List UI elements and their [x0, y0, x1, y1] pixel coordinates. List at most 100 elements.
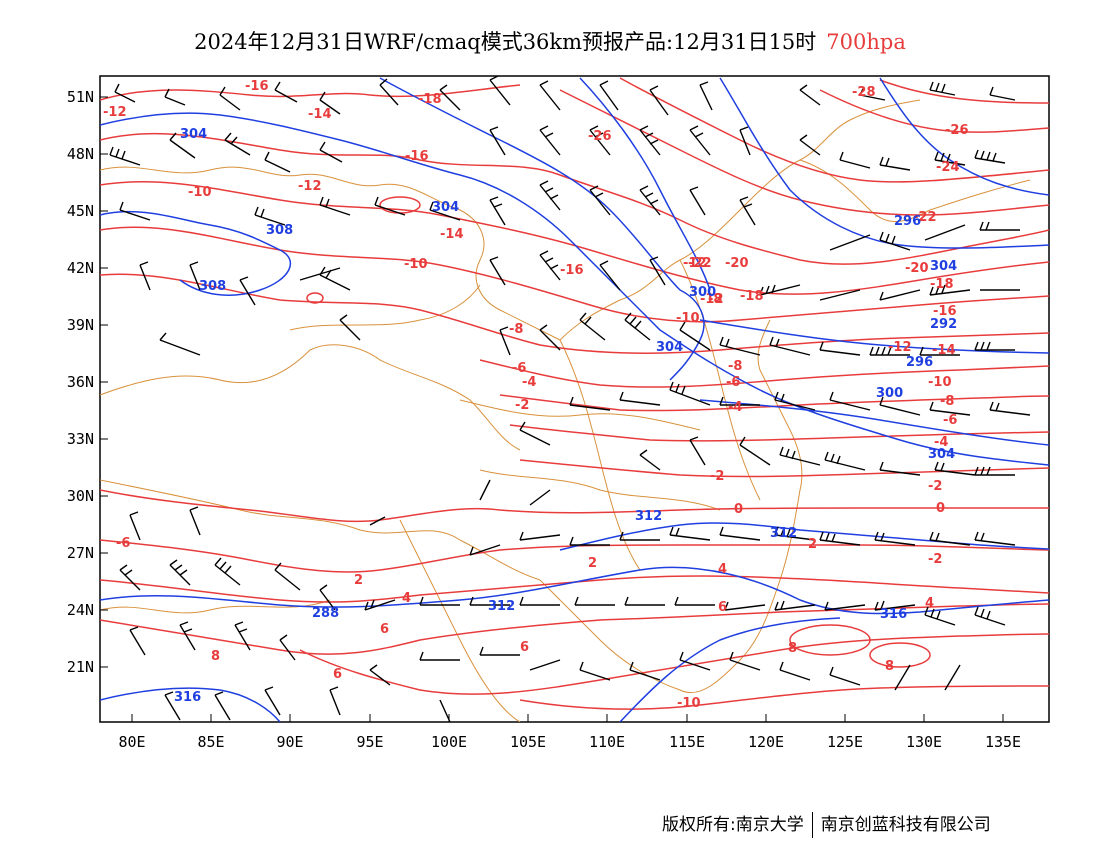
wind-barb	[129, 511, 141, 541]
wind-barb	[114, 83, 136, 103]
temp-label: 2	[354, 573, 363, 588]
wind-barb	[369, 516, 386, 526]
temp-label: 2	[588, 556, 597, 571]
temp-label: 6	[718, 600, 727, 615]
wind-barb	[264, 151, 291, 173]
wind-barb	[439, 699, 451, 722]
lon-tick-label: 135E	[985, 733, 1021, 751]
temp-label: -28	[852, 85, 876, 100]
wind-barbs	[109, 76, 1031, 722]
border-north-line	[100, 166, 561, 341]
temp-label: -6	[512, 361, 526, 376]
wind-barb	[924, 606, 956, 626]
temp-contour	[869, 642, 931, 668]
height-contour	[100, 687, 281, 722]
wind-barb	[469, 596, 510, 606]
height-label: 308	[266, 223, 293, 238]
wind-barb	[829, 234, 871, 251]
temp-label: 2	[808, 537, 817, 552]
wind-barb	[829, 666, 861, 686]
wind-barb	[839, 151, 871, 169]
credit-owner: 版权所有:南京大学	[662, 815, 804, 835]
wind-barb	[699, 81, 713, 111]
temp-label: -4	[934, 435, 948, 450]
temp-label: -16	[560, 263, 584, 278]
lat-tick-label: 24N	[67, 601, 94, 619]
height-label: 304	[928, 447, 955, 462]
wind-barb	[689, 125, 711, 156]
credit-company: 南京创蓝科技有限公司	[820, 815, 991, 835]
wind-barb	[319, 196, 351, 216]
wind-barb	[879, 156, 911, 171]
height-label: 304	[930, 259, 957, 274]
temp-contour	[509, 424, 1049, 442]
temp-contour	[100, 273, 1049, 355]
height-contour	[699, 319, 1049, 354]
wind-barb	[879, 289, 921, 301]
temp-label: 4	[402, 591, 411, 606]
wind-barb	[279, 634, 296, 661]
wind-barb	[224, 132, 251, 156]
temp-label: -2	[928, 479, 942, 494]
wind-barb	[499, 326, 511, 356]
wind-barb	[934, 461, 976, 476]
wind-barb	[929, 284, 971, 296]
wind-barb	[119, 201, 151, 221]
wind-barb	[274, 562, 301, 591]
wind-barb	[624, 596, 665, 606]
wind-barb	[254, 206, 286, 226]
border-tibet-line	[100, 344, 521, 451]
wind-barb	[679, 651, 711, 671]
temp-label: -22	[913, 210, 937, 225]
temp-label: -16	[245, 79, 269, 94]
temp-label: -18	[740, 289, 764, 304]
temp-label: 6	[520, 640, 529, 655]
temp-label: 8	[211, 649, 220, 664]
wind-barb	[739, 436, 771, 466]
temp-label: -18	[418, 92, 442, 107]
province-east-line	[679, 259, 761, 501]
height-label: 304	[432, 200, 459, 215]
wind-barb	[479, 479, 491, 501]
wind-barb	[364, 599, 396, 611]
wind-barb	[974, 531, 1016, 546]
wind-barb	[824, 601, 866, 611]
wind-barb	[239, 276, 256, 306]
temp-contour	[519, 459, 1049, 478]
wind-barb	[429, 201, 461, 221]
wind-barb	[274, 81, 298, 103]
temp-label: -16	[405, 149, 429, 164]
temp-contour	[100, 132, 1049, 265]
wind-barb	[974, 341, 1015, 351]
boundary-layer	[100, 99, 1031, 722]
title-level: 700hpa	[826, 30, 906, 54]
wind-barb	[689, 436, 706, 466]
wind-barb	[989, 86, 1016, 101]
province-central-line	[459, 399, 701, 431]
border-himalaya-line	[100, 479, 541, 581]
wind-barb	[539, 80, 561, 111]
wind-barb	[929, 401, 971, 416]
wind-barb	[529, 659, 561, 671]
wind-barb	[639, 125, 661, 156]
wind-barb	[489, 256, 506, 286]
lat-tick-label: 30N	[67, 487, 94, 505]
lat-tick-label: 42N	[67, 259, 94, 277]
geopotential-label-layer: 304 304 308 308 304 300 296 304 300 296 …	[174, 127, 957, 705]
wind-barb	[729, 651, 761, 671]
wind-barb	[819, 531, 861, 546]
wind-barb	[579, 312, 606, 341]
wind-barb	[579, 661, 611, 681]
temp-label: -14	[308, 107, 332, 122]
wind-barb	[689, 186, 706, 216]
wind-barb	[519, 596, 560, 606]
wind-barb	[649, 85, 669, 116]
height-contour	[559, 522, 1049, 551]
temperature-contours	[100, 77, 1049, 710]
wind-barb	[489, 196, 506, 226]
temp-label: 4	[925, 596, 934, 611]
wind-barb	[339, 314, 361, 341]
wind-barb	[129, 626, 146, 656]
height-label: 296	[894, 214, 921, 229]
wind-barb	[619, 531, 660, 541]
